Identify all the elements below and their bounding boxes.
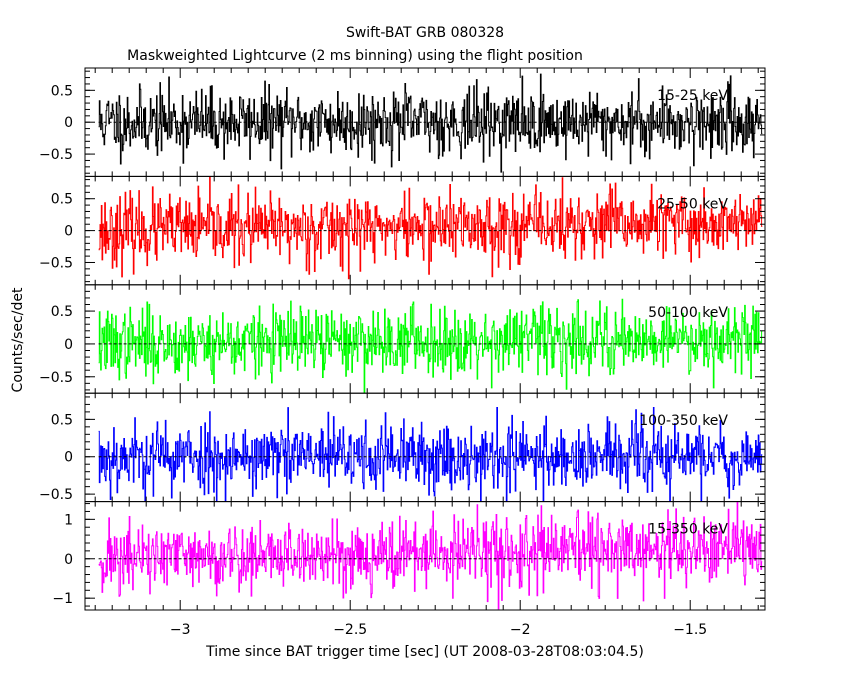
panels: 0.5 0 −0.5 15-25 keV 0.5 0 −0.5 25-50 keV 0.5 0 −0… — [39, 67, 766, 638]
panel-5: 1 0 −1 15-350 keV — [52, 501, 766, 611]
series-line-100-350-keV — [98, 407, 763, 502]
y-tick-label: 0 — [64, 337, 73, 353]
panel-label: 50-100 keV — [648, 305, 728, 321]
panel-frame — [84, 501, 766, 611]
panel-3: 0.5 0 −0.5 50-100 keV — [39, 284, 766, 394]
y-tick-label: 0.5 — [51, 83, 73, 99]
panel-label: 25-50 keV — [657, 196, 728, 212]
y-tick-label: 0.5 — [51, 412, 73, 428]
x-tick-label: −3 — [170, 622, 191, 638]
x-axis-label: Time since BAT trigger time [sec] (UT 20… — [205, 644, 644, 660]
x-tick-label: −2 — [510, 622, 531, 638]
y-tick-label: −0.5 — [39, 147, 73, 163]
panel-label: 15-350 keV — [648, 522, 728, 538]
y-tick-label: 1 — [64, 512, 73, 528]
series-line-15-350-keV — [98, 501, 763, 610]
series-line-15-25-keV — [98, 73, 763, 173]
x-tick-label: −2.5 — [333, 622, 367, 638]
series-line-50-100-keV — [98, 298, 763, 394]
panel-1: 0.5 0 −0.5 15-25 keV — [39, 67, 766, 177]
series-line-25-50-keV — [98, 176, 763, 280]
y-tick-label: −0.5 — [39, 487, 73, 503]
y-tick-label: −1 — [52, 591, 73, 607]
panel-4: 0.5 0 −0.5 100-350 keV — [39, 392, 766, 503]
y-tick-label: 0 — [64, 450, 73, 466]
panel-label: 15-25 keV — [657, 88, 728, 104]
chart-title: Swift-BAT GRB 080328 — [346, 25, 504, 41]
x-tick-label: −1.5 — [673, 622, 707, 638]
chart-subtitle: Maskweighted Lightcurve (2 ms binning) u… — [127, 48, 583, 64]
y-tick-label: 0.5 — [51, 192, 73, 208]
x-axis: −3 −2.5 −2 −1.5 — [170, 622, 707, 638]
panel-label: 100-350 keV — [639, 413, 728, 429]
y-tick-label: 0 — [64, 224, 73, 240]
y-tick-label: −0.5 — [39, 255, 73, 271]
y-tick-label: −0.5 — [39, 370, 73, 386]
y-tick-label: 0.5 — [51, 304, 73, 320]
panel-2: 0.5 0 −0.5 25-50 keV — [39, 175, 766, 286]
y-axis-label: Counts/sec/det — [10, 287, 26, 392]
y-tick-label: 0 — [64, 115, 73, 131]
y-tick-label: 0 — [64, 552, 73, 568]
